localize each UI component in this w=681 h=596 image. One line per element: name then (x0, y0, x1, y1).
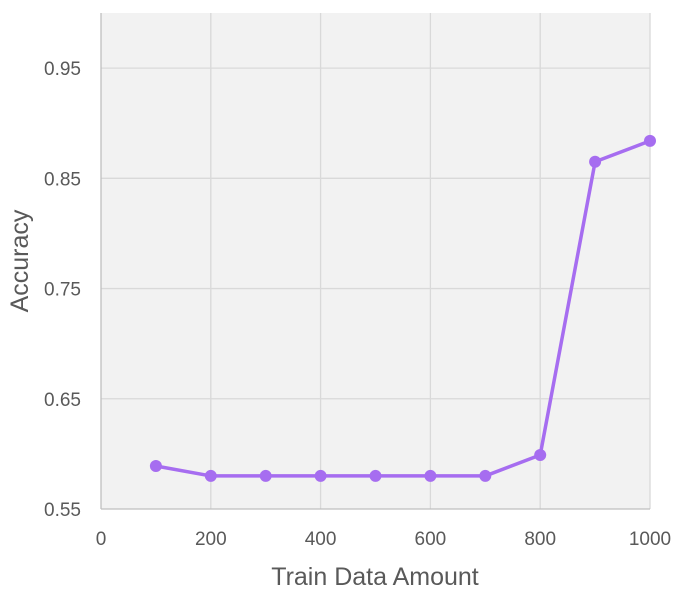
data-point (534, 448, 547, 461)
data-point (589, 155, 602, 168)
plot-area (101, 13, 650, 509)
data-point (424, 469, 437, 482)
x-tick-label: 400 (305, 529, 337, 550)
y-tick-label: 0.95 (44, 59, 81, 80)
data-point (369, 469, 382, 482)
x-tick-label: 0 (96, 529, 107, 550)
grid-lines (101, 13, 651, 509)
y-tick-label: 0.65 (44, 390, 81, 411)
data-point (259, 469, 272, 482)
x-tick-label: 200 (195, 529, 227, 550)
x-tick-label: 600 (415, 529, 447, 550)
tick-labels: 0 200 400 600 800 1000 0.55 0.65 0.75 0.85 0.95 (44, 59, 671, 550)
y-axis-title: Accuracy (6, 209, 34, 312)
series-line (155, 139, 651, 478)
x-axis-title: Train Data Amount (271, 563, 479, 591)
y-tick-label: 0.55 (44, 500, 81, 521)
series-group (149, 134, 656, 482)
data-point (149, 460, 162, 473)
data-point (479, 469, 492, 482)
axes (100, 13, 650, 510)
y-tick-label: 0.75 (44, 280, 81, 301)
data-point (204, 469, 217, 482)
data-point (314, 469, 327, 482)
y-tick-label: 0.85 (44, 169, 81, 190)
x-tick-label: 1000 (629, 529, 671, 550)
data-point (644, 134, 656, 147)
x-tick-label: 800 (524, 529, 556, 550)
